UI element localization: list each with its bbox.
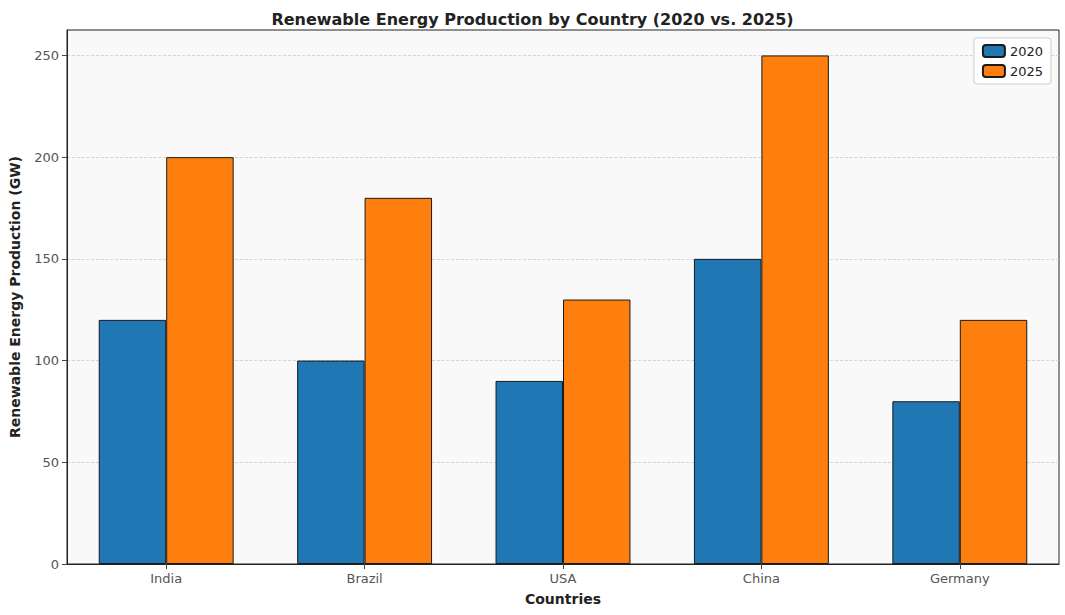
svg-text:USA: USA bbox=[550, 571, 577, 586]
svg-text:2025: 2025 bbox=[1010, 64, 1043, 79]
svg-text:Brazil: Brazil bbox=[346, 571, 382, 586]
svg-text:Renewable Energy Production by: Renewable Energy Production by Country (… bbox=[271, 10, 793, 29]
svg-text:100: 100 bbox=[34, 353, 59, 368]
svg-text:Countries: Countries bbox=[525, 591, 601, 607]
svg-text:2020: 2020 bbox=[1010, 44, 1043, 59]
svg-text:50: 50 bbox=[42, 455, 59, 470]
svg-text:China: China bbox=[743, 571, 780, 586]
svg-text:India: India bbox=[150, 571, 182, 586]
svg-text:Germany: Germany bbox=[930, 571, 990, 586]
svg-text:Renewable Energy Production (G: Renewable Energy Production (GW) bbox=[7, 156, 23, 438]
svg-text:150: 150 bbox=[34, 251, 59, 266]
svg-text:200: 200 bbox=[34, 150, 59, 165]
svg-text:250: 250 bbox=[34, 48, 59, 63]
svg-text:0: 0 bbox=[51, 557, 59, 572]
